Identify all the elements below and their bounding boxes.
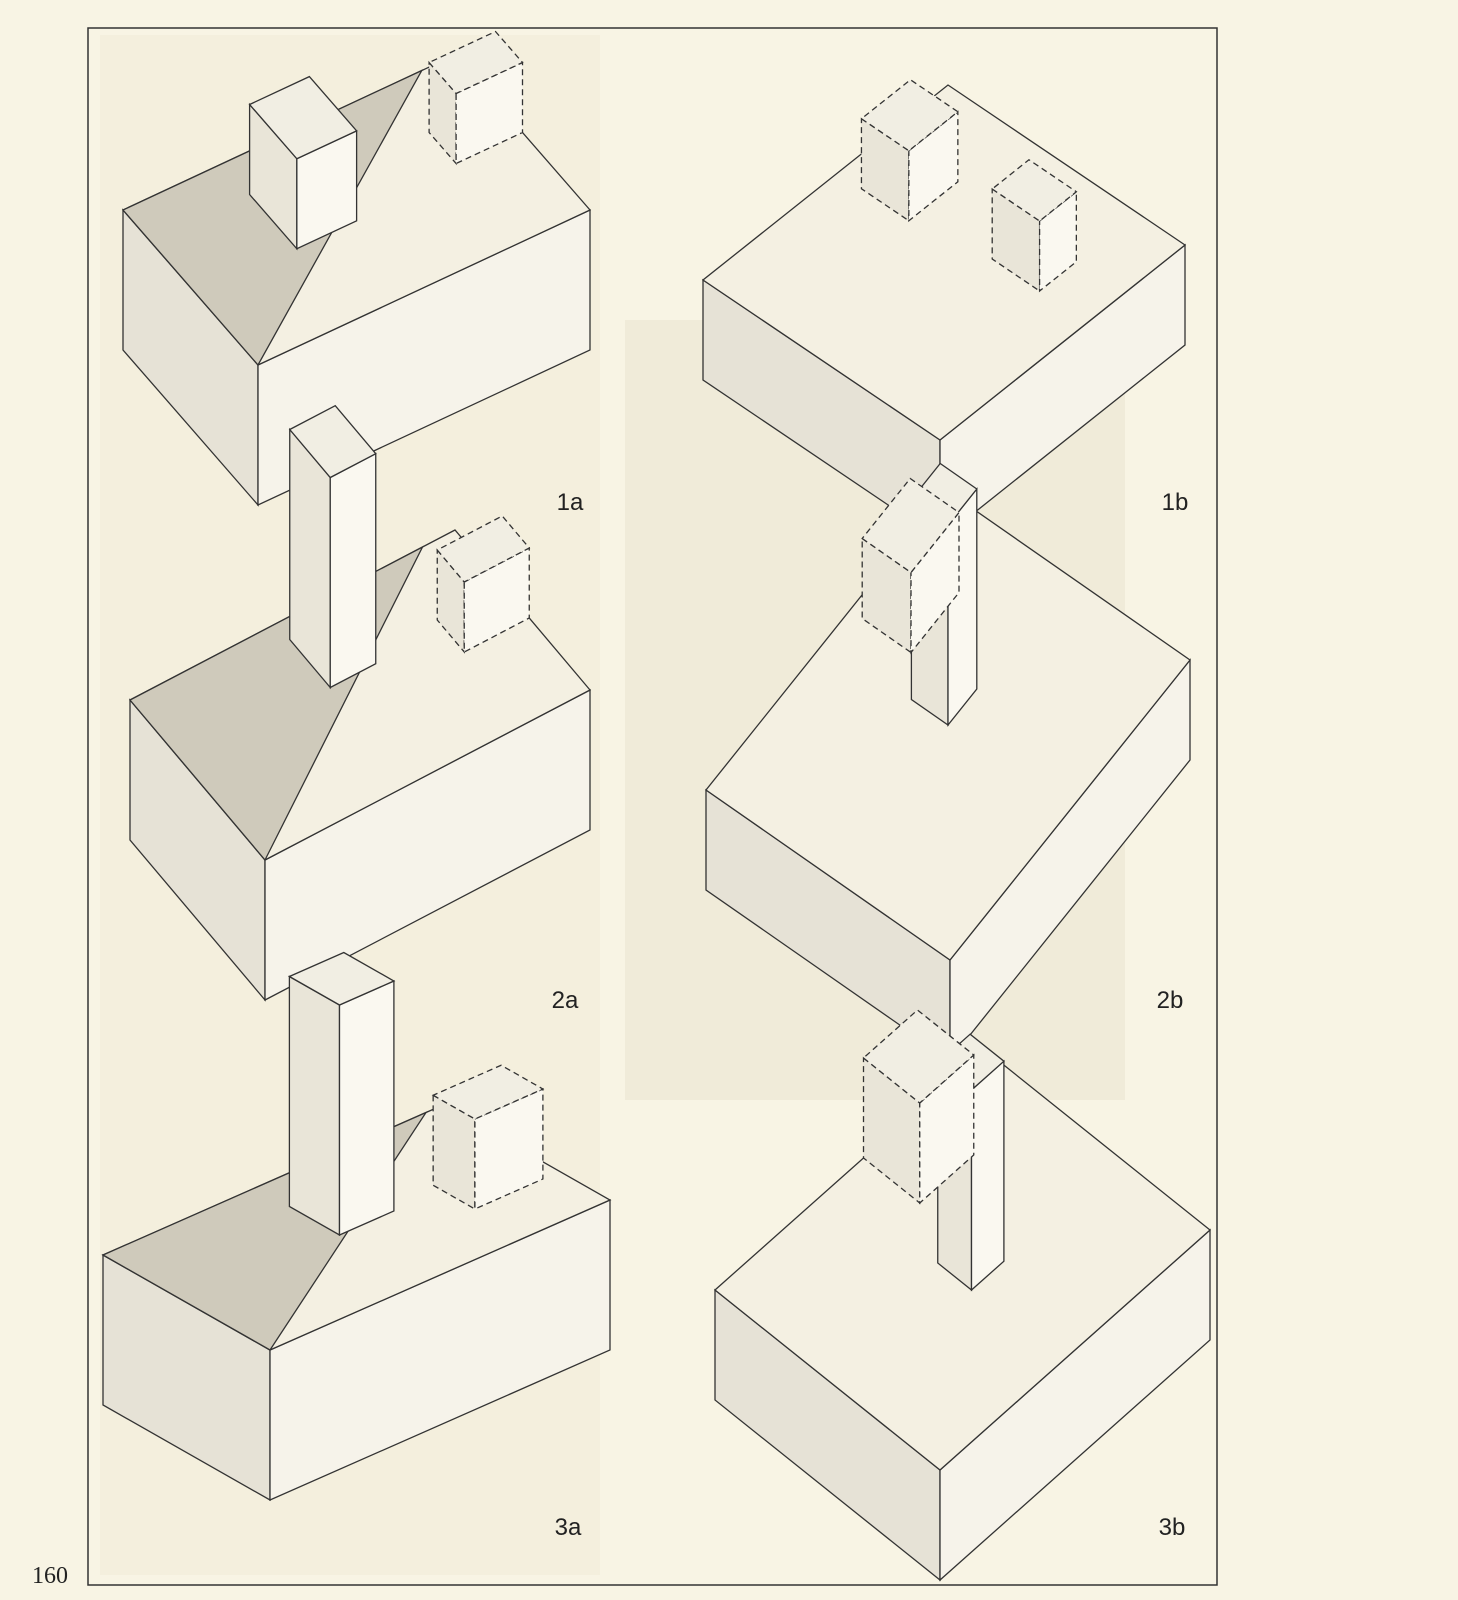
- drawings: [101, 30, 1212, 1582]
- building-wall: [860, 117, 910, 222]
- building-roof: [436, 515, 531, 583]
- building-roof: [431, 1064, 545, 1120]
- figure-label: 2a: [552, 987, 579, 1014]
- building-roof: [860, 78, 959, 152]
- building-wall: [288, 975, 341, 1237]
- page-number: 160: [32, 1563, 68, 1589]
- figure-frame: [87, 27, 1218, 1586]
- building-roof: [862, 1009, 975, 1104]
- building-roof: [248, 75, 358, 160]
- figure-label: 2b: [1157, 987, 1184, 1014]
- building-wall: [970, 1059, 1005, 1292]
- building-wall: [463, 546, 530, 654]
- building-roof: [991, 158, 1078, 222]
- figure-label: 1b: [1162, 489, 1189, 516]
- building-wall: [474, 1088, 544, 1210]
- building-roof: [287, 951, 396, 1006]
- figure-label: 3a: [555, 1514, 582, 1541]
- building-wall: [338, 980, 395, 1236]
- building-wall: [455, 61, 524, 165]
- building-wall: [991, 187, 1041, 293]
- building-wall: [329, 452, 377, 689]
- figure-label: 1a: [557, 489, 584, 516]
- figure-label: 3b: [1159, 1514, 1186, 1541]
- building-wall: [908, 110, 959, 223]
- building-roof: [288, 404, 377, 479]
- building-wall: [919, 1053, 975, 1205]
- building-roof: [428, 30, 524, 95]
- building-wall: [861, 537, 912, 654]
- building-roof: [861, 477, 960, 574]
